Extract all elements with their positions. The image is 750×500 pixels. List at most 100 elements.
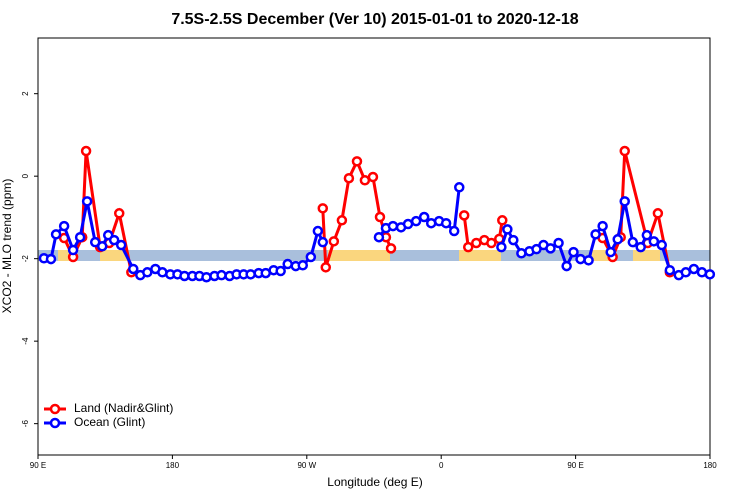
point <box>568 246 579 258</box>
point <box>561 260 572 272</box>
point <box>373 231 385 243</box>
point <box>385 243 397 254</box>
point <box>80 145 92 157</box>
point <box>454 182 465 193</box>
point <box>128 263 139 275</box>
x-tick-label: 0 <box>439 461 444 470</box>
point <box>502 224 513 235</box>
point <box>387 220 399 232</box>
point <box>496 241 507 253</box>
point <box>627 236 639 248</box>
point <box>367 171 379 183</box>
point <box>336 215 348 226</box>
point <box>297 260 309 271</box>
point <box>605 246 616 258</box>
point <box>351 156 363 167</box>
x-tick-label: 180 <box>166 461 180 470</box>
x-tick-label: 90 W <box>297 461 316 470</box>
point <box>486 237 497 249</box>
x-axis-label: Longitude (deg E) <box>327 475 422 489</box>
legend-marker <box>49 417 61 429</box>
point <box>583 255 594 266</box>
point <box>317 236 329 248</box>
point <box>81 196 93 207</box>
point <box>115 239 127 251</box>
point <box>418 211 430 223</box>
point <box>612 234 623 245</box>
point <box>508 234 519 246</box>
y-tick-label: -4 <box>21 337 30 345</box>
point <box>619 196 630 207</box>
point <box>688 263 700 275</box>
x-tick-label: 180 <box>703 461 717 470</box>
point <box>305 251 317 263</box>
point <box>458 210 470 221</box>
point <box>201 271 212 283</box>
point <box>320 262 332 273</box>
point <box>58 220 70 232</box>
point <box>374 211 386 223</box>
point <box>113 208 125 219</box>
legend-label: Ocean (Glint) <box>74 415 145 429</box>
point <box>635 241 646 253</box>
point <box>328 236 340 247</box>
point <box>448 225 460 237</box>
land-strip <box>459 250 501 261</box>
point <box>471 237 482 249</box>
y-tick-label: 2 <box>21 91 30 96</box>
y-tick-label: -6 <box>21 420 30 428</box>
point <box>108 234 120 246</box>
point <box>142 267 153 278</box>
x-tick-label: 90 E <box>30 461 46 470</box>
point <box>317 203 329 214</box>
point <box>410 215 422 227</box>
point <box>516 248 527 259</box>
point <box>74 231 86 243</box>
plot-frame <box>37 37 711 456</box>
point <box>590 229 601 240</box>
chart-title: 7.5S-2.5S December (Ver 10) 2015-01-01 t… <box>171 11 578 28</box>
point <box>652 208 664 219</box>
point <box>497 215 508 226</box>
y-tick-label: -2 <box>21 255 30 263</box>
point <box>359 175 371 186</box>
legend-label: Land (Nadir&Glint) <box>74 401 173 415</box>
point <box>462 241 474 253</box>
point <box>619 145 630 157</box>
land-strip <box>58 250 70 261</box>
point <box>704 269 716 280</box>
point <box>45 253 57 265</box>
point <box>282 258 293 270</box>
point <box>664 264 676 276</box>
surface-mask-strip <box>38 250 710 261</box>
land-strip <box>592 250 610 261</box>
point <box>545 243 556 254</box>
point <box>216 269 227 281</box>
y-axis-label: XCO2 - MLO trend (ppm) <box>0 179 14 314</box>
point <box>440 217 452 229</box>
y-tick-label: 0 <box>21 173 30 178</box>
point <box>680 267 692 278</box>
point <box>402 218 414 230</box>
point <box>641 229 653 241</box>
point <box>50 229 62 240</box>
point <box>597 220 608 232</box>
legend-marker <box>49 403 61 415</box>
land-strip <box>100 250 127 261</box>
point <box>575 253 586 265</box>
point <box>553 237 564 249</box>
land-strip <box>328 250 390 261</box>
legend: Land (Nadir&Glint)Ocean (Glint) <box>44 401 173 429</box>
point <box>343 172 355 184</box>
point <box>96 241 108 252</box>
point <box>245 269 256 280</box>
point <box>67 244 79 256</box>
point <box>312 225 324 237</box>
point <box>275 265 286 277</box>
point <box>648 236 660 247</box>
land-strip <box>633 250 660 261</box>
point <box>656 239 668 251</box>
x-tick-label: 90 E <box>567 461 583 470</box>
